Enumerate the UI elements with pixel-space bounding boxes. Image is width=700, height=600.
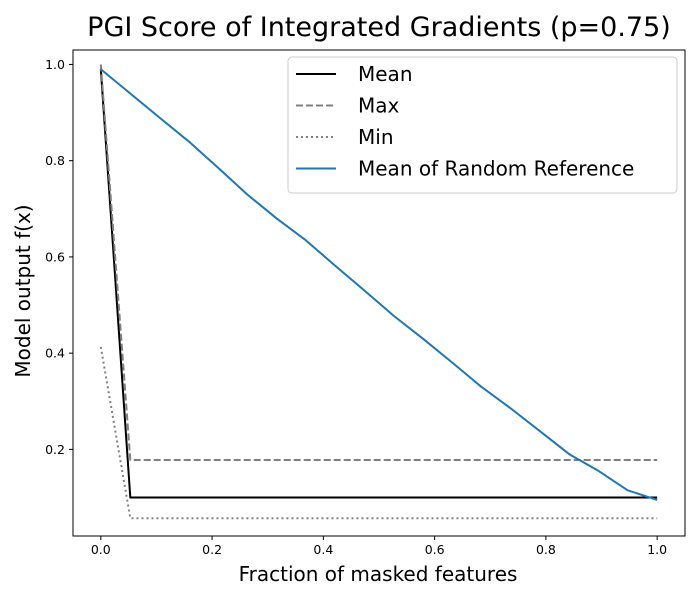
y-tick-label: 0.4 xyxy=(45,346,65,361)
y-axis-label: Model output f(x) xyxy=(11,204,35,377)
legend-label: Max xyxy=(358,94,400,118)
series-line-0 xyxy=(99,69,658,499)
x-tick-label: 0.4 xyxy=(313,542,333,557)
x-tick-label: 0.6 xyxy=(425,542,445,557)
x-tick-label: 0.2 xyxy=(202,542,222,557)
x-tick-label: 0.8 xyxy=(536,542,556,557)
legend-label: Mean of Random Reference xyxy=(358,157,634,181)
x-tick-label: 0.0 xyxy=(91,542,111,557)
y-tick-label: 0.8 xyxy=(45,153,65,168)
series-line-3 xyxy=(100,68,658,501)
y-tick-label: 0.6 xyxy=(45,249,65,264)
legend: Mean Max Min Mean of Random Reference xyxy=(287,56,678,194)
axes-frame xyxy=(72,49,686,537)
y-axis-ticks: 0.2 0.4 0.6 0.8 1.0 xyxy=(45,57,73,457)
legend-box xyxy=(287,56,678,194)
series-line-2 xyxy=(99,346,658,520)
plot-area xyxy=(99,64,658,520)
y-tick-label: 1.0 xyxy=(45,57,65,72)
chart-title: PGI Score of Integrated Gradients (p=0.7… xyxy=(87,12,671,43)
x-tick-label: 1.0 xyxy=(647,542,667,557)
legend-label: Min xyxy=(358,125,394,149)
legend-label: Mean xyxy=(358,62,413,86)
y-tick-label: 0.2 xyxy=(45,442,65,457)
x-axis-label: Fraction of masked features xyxy=(239,562,518,586)
axes-border xyxy=(72,49,686,537)
series-line-1 xyxy=(99,64,658,461)
x-axis-ticks: 0.0 0.2 0.4 0.6 0.8 1.0 xyxy=(91,536,667,557)
